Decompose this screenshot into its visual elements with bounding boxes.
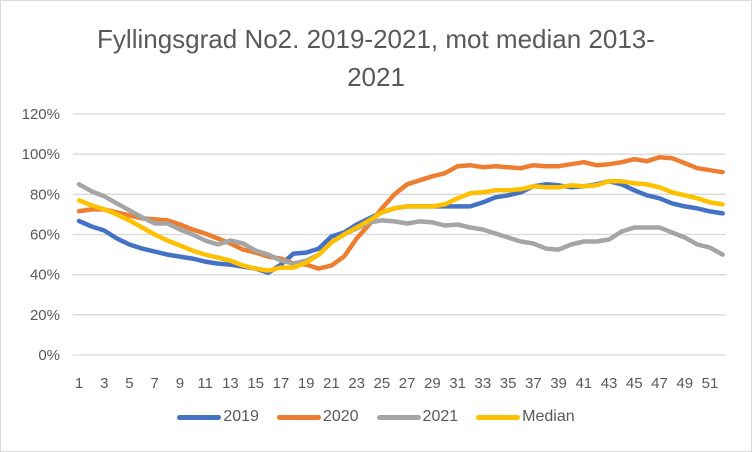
legend-item-median: Median	[476, 408, 575, 426]
y-tick-label: 100%	[22, 146, 60, 163]
y-tick-label: 120%	[22, 106, 60, 123]
y-tick-label: 20%	[30, 307, 60, 324]
x-tick-label: 23	[348, 375, 365, 392]
x-tick-label: 11	[197, 375, 213, 392]
x-tick-label: 39	[550, 375, 567, 392]
legend-item-2020: 2020	[276, 408, 359, 426]
legend-item-2019: 2019	[177, 408, 259, 426]
x-tick-label: 7	[151, 375, 159, 392]
legend-label: Median	[522, 408, 575, 425]
x-tick-label: 49	[676, 375, 693, 392]
x-tick-label: 15	[247, 375, 264, 392]
series-line-2020	[76, 154, 725, 271]
x-tick-label: 41	[575, 375, 592, 392]
x-tick-label: 33	[474, 375, 491, 392]
legend-label: 2021	[422, 408, 459, 425]
chart-title: Fyllingsgrad No2. 2019-2021, mot median …	[0, 20, 752, 96]
gridlines	[73, 113, 726, 356]
x-tick-label: 31	[449, 375, 466, 392]
x-tick-label: 43	[601, 375, 618, 392]
legend: 2019 2020 2021 Median	[0, 408, 752, 426]
x-tick-label: 45	[626, 375, 643, 392]
x-tick-label: 19	[298, 375, 315, 392]
x-tick-label: 13	[222, 375, 239, 392]
x-tick-label: 17	[273, 375, 290, 392]
x-tick-label: 29	[424, 375, 441, 392]
x-tick-label: 35	[500, 375, 517, 392]
y-tick-label: 80%	[30, 186, 60, 203]
legend-swatch	[276, 414, 321, 420]
x-tick-label: 37	[525, 375, 542, 392]
series-lines	[76, 154, 725, 275]
x-tick-label: 3	[100, 375, 108, 392]
legend-label: 2019	[223, 408, 259, 425]
x-axis-ticks: 1 3 5 7 9 11 13 15 17 19 21 23 25 27 29 31 33 35 37 39 41 43 4…	[75, 375, 719, 392]
series-line-2021	[76, 182, 725, 266]
series-line-median	[76, 179, 725, 273]
y-tick-label: 60%	[30, 227, 60, 244]
x-tick-label: 1	[75, 375, 83, 392]
y-axis-ticks: 0% 20% 40% 60% 80% 100% 120%	[22, 106, 60, 364]
legend-swatch	[376, 414, 421, 420]
y-tick-label: 40%	[30, 267, 60, 284]
x-tick-label: 9	[176, 375, 184, 392]
x-tick-label: 51	[702, 375, 719, 392]
legend-swatch	[476, 414, 521, 420]
x-tick-label: 21	[323, 375, 340, 392]
legend-swatch	[177, 414, 222, 420]
chart-title-line-1: Fyllingsgrad No2. 2019-2021, mot median …	[97, 24, 655, 54]
y-tick-label: 0%	[38, 347, 60, 364]
chart-title-line-2: 2021	[347, 62, 405, 92]
x-tick-label: 25	[374, 375, 391, 392]
x-tick-label: 5	[125, 375, 133, 392]
legend-label: 2020	[322, 408, 359, 425]
x-tick-label: 27	[399, 375, 416, 392]
x-tick-label: 47	[651, 375, 668, 392]
legend-item-2021: 2021	[376, 408, 459, 426]
